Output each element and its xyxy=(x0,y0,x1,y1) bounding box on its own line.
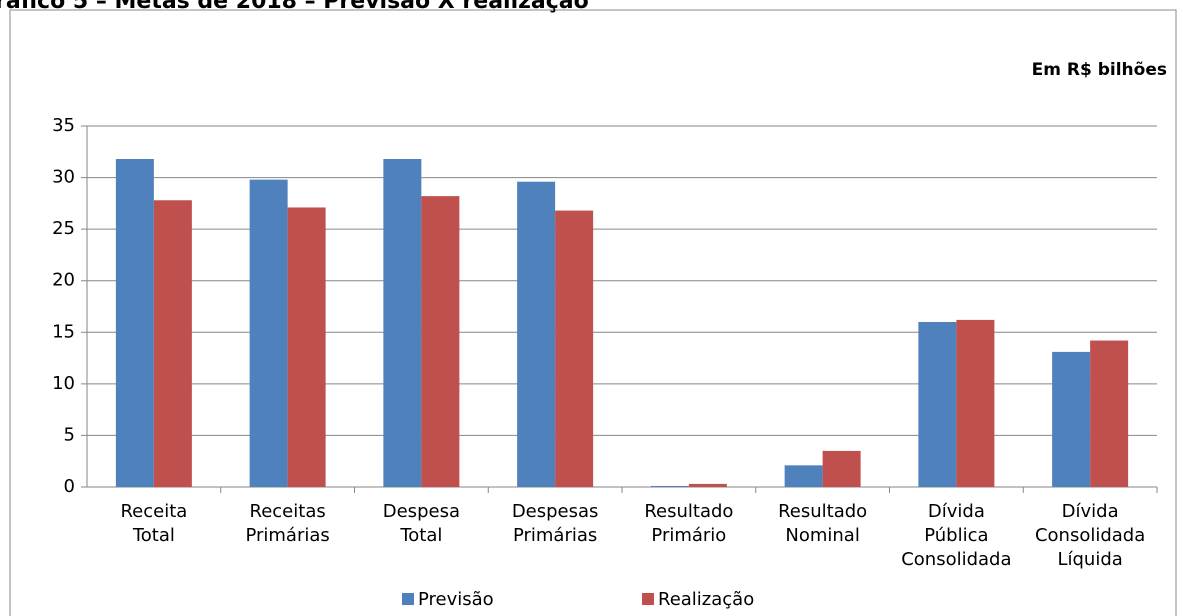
legend-swatch xyxy=(402,593,414,605)
y-tick-label: 0 xyxy=(64,476,75,497)
bar xyxy=(688,483,727,487)
y-tick-label: 20 xyxy=(52,270,75,291)
bar xyxy=(115,159,154,487)
y-tick-label: 25 xyxy=(52,218,75,239)
legend-label: Realização xyxy=(658,589,754,610)
bar xyxy=(650,485,689,487)
bar xyxy=(956,319,995,487)
x-tick-label: Dívida Pública Consolidada xyxy=(901,501,1011,570)
y-tick-label: 10 xyxy=(52,373,75,394)
legend-swatch xyxy=(642,593,654,605)
y-tick-label: 30 xyxy=(52,167,75,188)
x-tick-label: Despesas Primárias xyxy=(512,501,599,546)
bar xyxy=(249,179,288,488)
unit-label: Em R$ bilhões xyxy=(1032,60,1167,80)
x-tick-label: Resultado Nominal xyxy=(778,501,867,546)
chart-title: Gráfico 5 – Metas de 2018 – Previsão X r… xyxy=(0,0,589,14)
bar xyxy=(383,159,422,487)
bar xyxy=(555,210,594,487)
y-tick-label: 15 xyxy=(52,321,75,342)
x-tick-label: Despesa Total xyxy=(383,501,460,546)
y-tick-label: 5 xyxy=(64,424,75,445)
bar xyxy=(287,207,326,488)
bar xyxy=(517,181,556,487)
x-tick-label: Resultado Primário xyxy=(644,501,733,546)
bar xyxy=(1090,340,1129,487)
x-tick-label: Receitas Primárias xyxy=(245,501,329,546)
bar xyxy=(822,450,861,487)
legend-label: Previsão xyxy=(418,589,494,610)
bar xyxy=(153,200,192,487)
x-tick-label: Dívida Consolidada Líquida xyxy=(1035,501,1145,570)
bar xyxy=(421,196,460,487)
bar xyxy=(784,465,823,487)
bar xyxy=(918,321,957,487)
x-tick-label: Receita Total xyxy=(120,501,187,546)
bar xyxy=(1052,351,1091,487)
y-tick-label: 35 xyxy=(52,115,75,136)
chart-frame xyxy=(9,9,1177,616)
